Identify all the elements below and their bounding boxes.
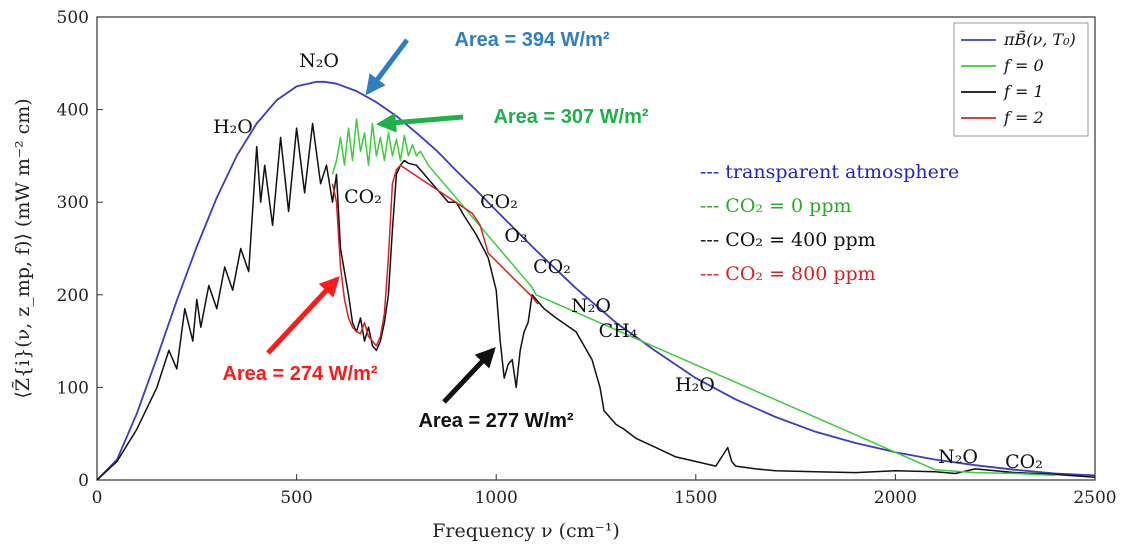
legend-label-1: f = 0 [1003,56,1044,75]
axes: 0 500 1000 1500 2000 2500 0 100 200 300 400 500 Freq… [12,8,1117,542]
series-line-2 [96,122,1096,481]
x-tick-label-3: 1500 [674,488,717,508]
area_307-arrowhead [376,112,397,133]
molecule-label-n2o_top: N₂O [299,50,339,72]
molecule-label-n2o_mid: N₂O [571,295,611,317]
note-0: --- transparent atmosphere [700,161,959,183]
molecule-label-ch4: CH₄ [599,320,638,342]
molecule-label-h2o_left: H₂O [213,116,253,138]
note-3: --- CO₂ = 800 ppm [700,263,876,285]
molecule-label-co2_960: CO₂ [480,191,518,213]
legend-label-3: f = 2 [1003,108,1044,127]
legend: πB̃(ν, T₀) f = 0 f = 1 f = 2 [953,22,1089,137]
legend-label-0: πB̃(ν, T₀) [1003,30,1076,49]
area_274-arrow [266,277,339,355]
area_277-label: Area = 277 W/m² [418,410,573,432]
x-tick-label-1: 500 [280,488,312,508]
molecule-label-o3: O₃ [504,225,527,247]
y-tick-label-3: 300 [57,193,89,213]
area_307-label: Area = 307 W/m² [493,106,648,128]
x-tick-label-4: 2000 [874,488,917,508]
area_277-arrowhead [474,347,496,369]
molecule-label-n2o_right: N₂O [938,446,978,468]
y-tick-label-4: 400 [57,101,89,121]
area_274-label: Area = 274 W/m² [222,363,377,385]
x-tick-label-5: 2500 [1073,488,1116,508]
molecule-label-co2_1080: CO₂ [533,256,571,278]
molecule-label-h2o_right: H₂O [675,374,715,396]
series-lines [96,80,1096,481]
y-tick-label-1: 100 [57,378,89,398]
plot-frame [96,16,1096,481]
area_394-arrowhead [365,73,386,96]
y-tick-label-5: 500 [57,8,89,28]
molecule-label-co2_right: CO₂ [1005,451,1043,473]
y-tick-label-2: 200 [57,286,89,306]
area_394-label: Area = 394 W/m² [454,29,609,51]
note-2: --- CO₂ = 400 ppm [700,229,876,251]
x-axis-label: Frequency ν (cm⁻¹) [432,520,620,542]
area_274-arrowhead [318,276,340,298]
series-line-3 [331,164,539,347]
x-tick-label-2: 1000 [475,488,518,508]
series-line-1 [331,118,1056,477]
note-1: --- CO₂ = 0 ppm [700,195,852,217]
notes: --- transparent atmosphere --- CO₂ = 0 pp… [700,161,959,285]
y-axis-label: ⟨Z̃{i}(ν, z_mp, f)⟩ (mW m⁻² cm) [12,98,34,398]
y-tick-label-0: 0 [78,471,89,491]
x-tick-label-0: 0 [92,488,103,508]
legend-label-2: f = 1 [1003,82,1044,101]
molecule-label-co2_band: CO₂ [344,186,382,208]
series-line-0 [96,80,1096,481]
